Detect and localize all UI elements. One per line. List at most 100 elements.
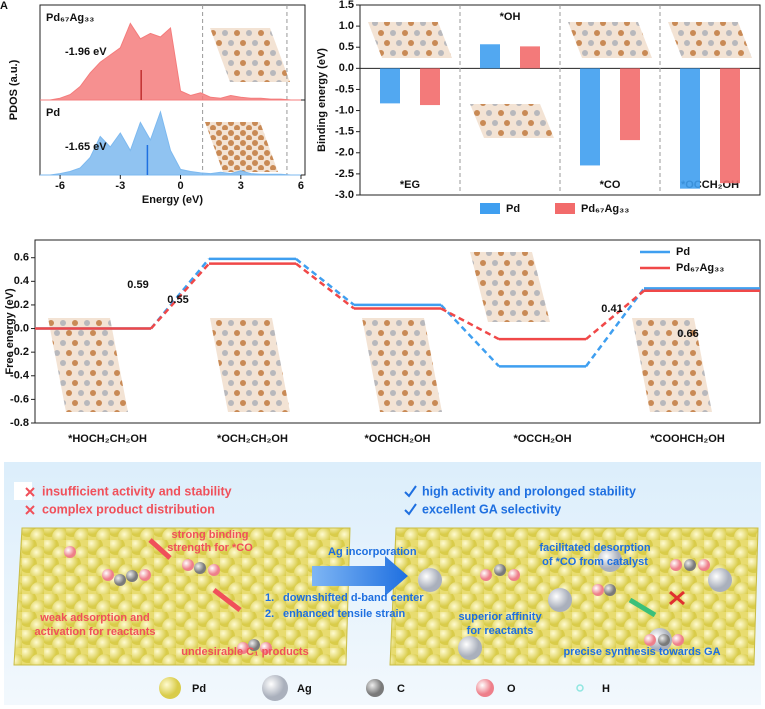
y-tick-label: -2.5 bbox=[335, 168, 354, 180]
x-axis-title: Energy (eV) bbox=[142, 194, 203, 206]
x-tick-label: *HOCH₂CH₂OH bbox=[68, 433, 147, 445]
plot-frame bbox=[34, 239, 761, 424]
x-tick-label: -6 bbox=[55, 180, 65, 192]
category-label: *OH bbox=[500, 11, 521, 23]
y-tick-label: -2.0 bbox=[335, 147, 354, 159]
item-number: 1. bbox=[265, 592, 274, 604]
category-label: *CO bbox=[600, 179, 621, 191]
y-tick-label: 0.6 bbox=[14, 252, 29, 264]
x-tick-label: 3 bbox=[238, 180, 244, 192]
label: superior affinity bbox=[458, 611, 542, 623]
d-band-label: -1.65 eV bbox=[65, 141, 107, 153]
legend-atom bbox=[159, 677, 181, 699]
connector bbox=[150, 262, 210, 330]
y-tick-label: -1.0 bbox=[335, 104, 354, 116]
legend-label: Ag bbox=[297, 683, 312, 695]
legend-label: Pd bbox=[676, 246, 690, 258]
schematic: insufficient activity and stability comp… bbox=[4, 462, 761, 705]
y-tick-label: -0.8 bbox=[10, 417, 29, 429]
bar bbox=[380, 68, 400, 104]
bar bbox=[620, 68, 640, 141]
series-label: Pd bbox=[46, 107, 60, 119]
schematic-legend: Pd Ag C O H bbox=[159, 675, 610, 701]
bar bbox=[680, 68, 700, 189]
y-axis-title: Binding energy (eV) bbox=[316, 48, 328, 152]
y-tick-label: 0.4 bbox=[14, 275, 30, 287]
issue: insufficient activity and stability bbox=[42, 484, 232, 498]
y-tick-label: -0.4 bbox=[10, 370, 30, 382]
barrier-label: 0.41 bbox=[601, 303, 622, 315]
bar bbox=[720, 68, 740, 184]
x-tick-label: -3 bbox=[115, 180, 125, 192]
x-tick-label: *OCHCH₂OH bbox=[365, 433, 431, 445]
legend-label: Pd₆₇Ag₃₃ bbox=[581, 203, 629, 215]
legend-atom bbox=[262, 675, 288, 701]
y-tick-label: -0.2 bbox=[10, 346, 29, 358]
x-tick-label: *OCCH₂OH bbox=[513, 433, 571, 445]
x-tick-label: 6 bbox=[298, 180, 304, 192]
x-tick-label: *COOHCH₂OH bbox=[650, 433, 725, 445]
legend-atom bbox=[476, 679, 494, 697]
y-tick-label: 0.2 bbox=[14, 299, 29, 311]
label: strength for *CO bbox=[167, 542, 253, 554]
label: weak adsorption and bbox=[39, 612, 149, 624]
category-label: *EG bbox=[400, 179, 420, 191]
legend-label: Pd₆₇Ag₃₃ bbox=[676, 262, 724, 274]
label: of *CO from catalyst bbox=[542, 556, 648, 568]
label: precise synthesis towards GA bbox=[563, 646, 720, 658]
y-axis-title: PDOS (a.u.) bbox=[8, 59, 20, 120]
bar bbox=[520, 46, 540, 69]
y-tick-label: 1.5 bbox=[339, 0, 354, 11]
y-tick-label: -3.0 bbox=[335, 189, 354, 201]
x-tick-label: 0 bbox=[177, 180, 183, 192]
benefit: high activity and prolonged stability bbox=[422, 484, 636, 498]
label: facilitated desorption bbox=[539, 542, 651, 554]
d-band-label: -1.96 eV bbox=[65, 46, 107, 58]
item: enhanced tensile strain bbox=[283, 608, 406, 620]
bar bbox=[420, 68, 440, 106]
legend-atom bbox=[576, 684, 584, 692]
label: undesirable C₁ products bbox=[181, 646, 308, 658]
legend-label: Pd bbox=[506, 203, 520, 215]
structure-images bbox=[48, 22, 752, 412]
arrow-title: Ag incorporation bbox=[328, 546, 417, 558]
series-label: Pd₆₇Ag₃₃ bbox=[46, 12, 94, 24]
legend-label: O bbox=[507, 683, 516, 695]
connector bbox=[295, 262, 355, 310]
connector bbox=[585, 289, 645, 341]
legend-swatch bbox=[555, 203, 575, 214]
legend-label: H bbox=[602, 683, 610, 695]
connector bbox=[440, 304, 500, 368]
barrier-label: 0.59 bbox=[127, 279, 148, 291]
bar bbox=[480, 44, 500, 69]
connector bbox=[295, 257, 355, 306]
legend-label: C bbox=[397, 683, 405, 695]
pdos-area bbox=[40, 22, 301, 101]
legend-swatch bbox=[480, 203, 500, 214]
pdos-area bbox=[40, 110, 301, 176]
item-number: 2. bbox=[265, 608, 274, 620]
y-tick-label: -1.5 bbox=[335, 126, 354, 138]
y-tick-label: 0.0 bbox=[339, 62, 354, 74]
y-tick-label: 0.0 bbox=[14, 322, 29, 334]
label: activation for reactants bbox=[34, 626, 155, 638]
y-tick-label: -0.6 bbox=[10, 393, 29, 405]
label: for reactants bbox=[467, 625, 534, 637]
y-axis-title: Free energy (eV) bbox=[4, 288, 16, 375]
benefit: excellent GA selectivity bbox=[422, 502, 561, 516]
barrier-label: 0.55 bbox=[167, 294, 188, 306]
barrier-label: 0.66 bbox=[677, 328, 698, 340]
bar bbox=[580, 68, 600, 166]
legend-atom bbox=[366, 679, 384, 697]
label: strong binding bbox=[172, 529, 249, 541]
y-tick-label: -0.5 bbox=[335, 83, 354, 95]
panel-label: A bbox=[0, 0, 8, 12]
y-tick-label: 0.5 bbox=[339, 41, 354, 53]
x-tick-label: *OCH₂CH₂OH bbox=[217, 433, 288, 445]
legend-label: Pd bbox=[192, 683, 206, 695]
connector bbox=[584, 287, 646, 368]
y-tick-label: 1.0 bbox=[339, 20, 354, 32]
item: downshifted d-band center bbox=[283, 592, 424, 604]
issue: complex product distribution bbox=[42, 502, 215, 516]
